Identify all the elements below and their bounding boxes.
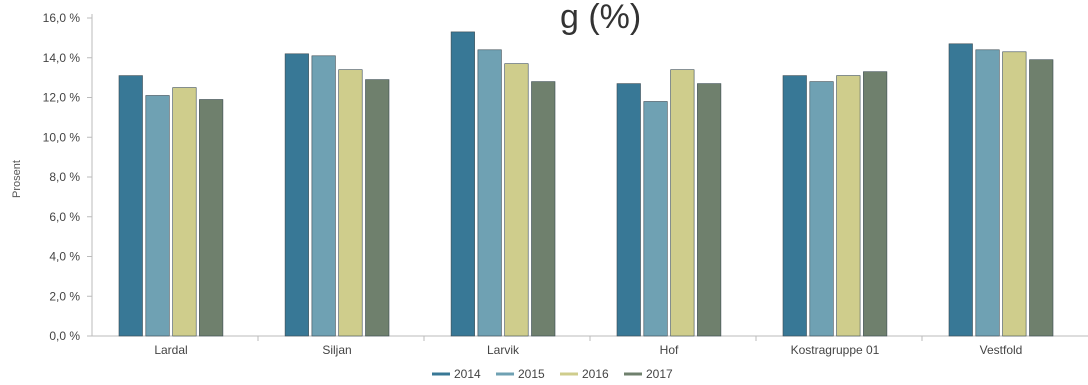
- legend-label-2015: 2015: [518, 367, 545, 381]
- x-tick-label: Hof: [660, 343, 679, 357]
- bar-2016-siljan: [338, 69, 363, 337]
- legend-label-2016: 2016: [582, 367, 609, 381]
- bar-2015-siljan: [311, 55, 336, 337]
- x-tick-label: Siljan: [322, 343, 351, 357]
- bar-2014-siljan: [284, 53, 309, 337]
- bar-2016-kostragruppe-01: [836, 75, 861, 337]
- bar-2017-lardal: [199, 99, 224, 337]
- x-tick-label: Vestfold: [980, 343, 1023, 357]
- bar-2016-lardal: [172, 87, 197, 337]
- category-labels: Lardal Siljan Larvik Hof Kostragruppe 01 Vest…: [154, 343, 1022, 357]
- y-axis-label: Prosent: [11, 160, 23, 198]
- legend-label-2014: 2014: [454, 367, 481, 381]
- bar-2016-larvik: [504, 63, 529, 337]
- axes: 0,0 % 2,0 % 4,0 % 6,0 % 8,0 % 10,0 % 12,0 % 14,…: [43, 11, 1088, 343]
- bar-2015-vestfold: [975, 49, 1000, 337]
- y-tick-label: 12,0 %: [43, 91, 81, 105]
- bar-2014-vestfold: [948, 43, 973, 337]
- bar-2015-hof: [643, 101, 668, 337]
- legend-label-2017: 2017: [646, 367, 673, 381]
- bar-2016-hof: [670, 69, 695, 337]
- y-tick-label: 16,0 %: [43, 11, 81, 25]
- bar-2017-vestfold: [1029, 59, 1054, 337]
- y-tick-label: 6,0 %: [49, 210, 80, 224]
- bar-2014-larvik: [450, 31, 475, 337]
- bar-2016-vestfold: [1002, 51, 1027, 337]
- x-tick-label: Lardal: [154, 343, 187, 357]
- bar-2014-kostragruppe-01: [782, 75, 807, 337]
- bar-2017-siljan: [365, 79, 390, 337]
- bar-2015-larvik: [477, 49, 502, 337]
- y-tick-label: 0,0 %: [49, 329, 80, 343]
- x-tick-label: Larvik: [487, 343, 520, 357]
- legend: 2014 2015 2016 2017: [432, 367, 673, 381]
- y-tick-label: 10,0 %: [43, 130, 81, 144]
- bar-2017-kostragruppe-01: [863, 71, 888, 337]
- y-tick-label: 4,0 %: [49, 250, 80, 264]
- x-tick-label: Kostragruppe 01: [791, 343, 880, 357]
- bar-2014-lardal: [118, 75, 143, 337]
- y-tick-label: 2,0 %: [49, 289, 80, 303]
- bar-2015-kostragruppe-01: [809, 81, 834, 337]
- y-tick-label: 14,0 %: [43, 51, 81, 65]
- y-tick-label: 8,0 %: [49, 170, 80, 184]
- bar-2014-hof: [616, 83, 641, 337]
- bar-2017-hof: [697, 83, 722, 337]
- bar-2015-lardal: [145, 95, 170, 337]
- chart-title-fragment: g (%): [560, 0, 641, 36]
- bar-2017-larvik: [531, 81, 556, 337]
- bars: [118, 31, 1054, 337]
